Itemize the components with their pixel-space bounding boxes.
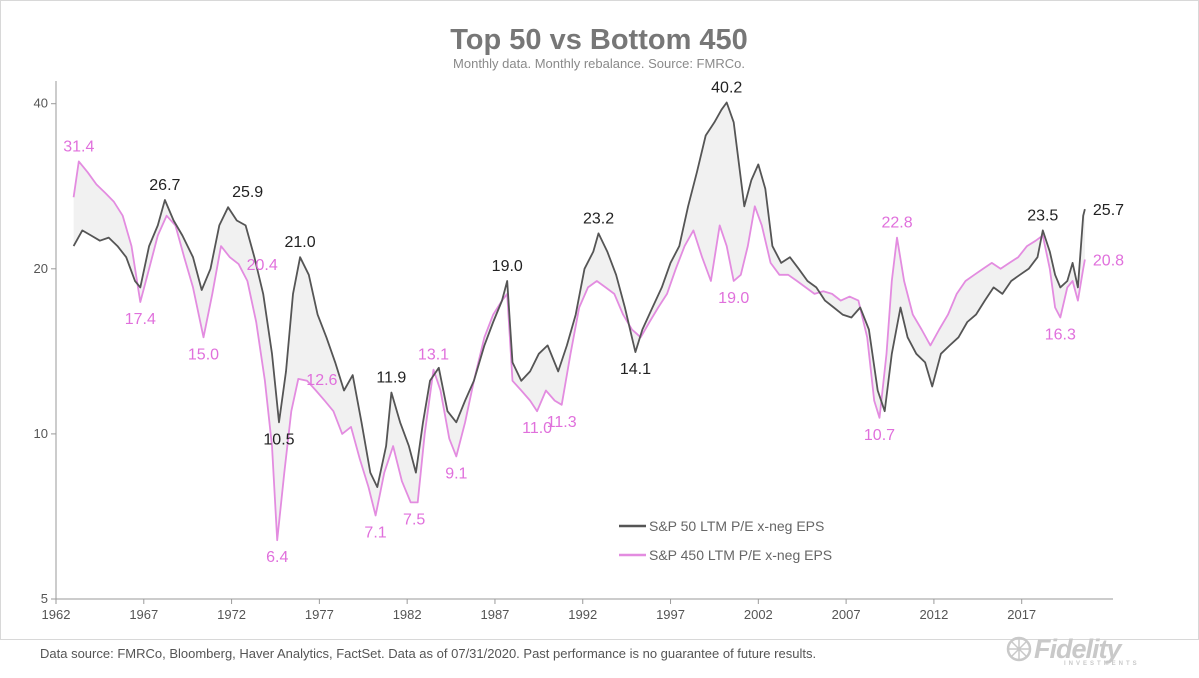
x-tick-label: 1972 — [217, 607, 246, 622]
data-label: 9.1 — [445, 465, 467, 482]
data-label: 16.3 — [1045, 327, 1076, 344]
data-label: 11.9 — [376, 369, 406, 386]
axes: 5 10 20 40 1962 1967 1972 1977 1982 1987 1992 1997 2… — [34, 81, 1113, 622]
y-tick-label: 5 — [41, 591, 48, 606]
y-tick-label: 10 — [34, 426, 48, 441]
logo-wordmark: Fidelity — [1034, 634, 1122, 664]
fidelity-logo: Fidelity INVESTMENTS — [1004, 632, 1174, 670]
data-label: 15.0 — [188, 346, 219, 363]
fidelity-globe-icon — [1006, 636, 1032, 662]
data-label: 13.1 — [418, 347, 449, 364]
legend: S&P 50 LTM P/E x-neg EPS S&P 450 LTM P/E … — [619, 518, 832, 563]
chart-frame: Top 50 vs Bottom 450 Monthly data. Month… — [0, 0, 1199, 640]
data-label: 23.2 — [583, 210, 614, 227]
logo-subtext: INVESTMENTS — [1064, 661, 1140, 667]
data-label: 31.4 — [63, 138, 94, 155]
data-label: 14.1 — [620, 361, 651, 378]
x-tick-label: 2007 — [832, 607, 861, 622]
x-tick-label: 1997 — [656, 607, 685, 622]
x-tick-label: 1992 — [568, 607, 597, 622]
chart-subtitle: Monthly data. Monthly rebalance. Source:… — [453, 56, 745, 71]
y-tick-label: 40 — [34, 96, 48, 111]
data-label: 21.0 — [284, 234, 315, 251]
data-label: 20.8 — [1093, 252, 1124, 269]
spread-band — [73, 102, 1085, 541]
data-label: 25.9 — [232, 184, 263, 201]
x-tick-label: 1987 — [480, 607, 509, 622]
x-tick-label: 1977 — [305, 607, 334, 622]
series-line-sp450 — [72, 160, 1086, 542]
data-label: 22.8 — [881, 215, 912, 232]
series-lines — [72, 101, 1086, 542]
y-tick-label: 20 — [34, 261, 48, 276]
data-label: 7.1 — [364, 524, 386, 541]
data-label: 6.4 — [266, 549, 288, 566]
data-label: 40.2 — [711, 80, 742, 97]
annotation-labels: 31.4 26.7 25.9 17.4 15.0 20.4 21.0 10.5 12.6 6.4 1… — [63, 80, 1124, 567]
x-tick-label: 1967 — [129, 607, 158, 622]
x-tick-label: 2017 — [1007, 607, 1036, 622]
x-tick-label: 1982 — [393, 607, 422, 622]
data-label: 23.5 — [1027, 207, 1058, 224]
pe-chart: Top 50 vs Bottom 450 Monthly data. Month… — [34, 24, 1125, 622]
data-label: 11.0 — [522, 420, 552, 437]
data-label: 19.0 — [492, 258, 523, 275]
data-label: 26.7 — [149, 177, 180, 194]
data-label: 12.6 — [306, 372, 337, 389]
x-tick-label: 2012 — [919, 607, 948, 622]
spread-shading — [73, 102, 1085, 541]
chart-title: Top 50 vs Bottom 450 — [450, 24, 748, 56]
data-label: 17.4 — [125, 311, 156, 328]
x-tick-label: 2002 — [744, 607, 773, 622]
data-label: 19.0 — [718, 290, 749, 307]
data-label: 11.3 — [547, 414, 577, 431]
legend-label-sp50: S&P 50 LTM P/E x-neg EPS — [649, 518, 824, 534]
data-label: 20.4 — [247, 257, 278, 274]
legend-label-sp450: S&P 450 LTM P/E x-neg EPS — [649, 547, 832, 563]
data-label: 7.5 — [403, 511, 425, 528]
source-footnote: Data source: FMRCo, Bloomberg, Haver Ana… — [40, 646, 817, 661]
data-label: 25.7 — [1093, 202, 1124, 219]
series-line-sp50 — [72, 101, 1086, 489]
data-label: 10.7 — [864, 427, 895, 444]
x-tick-label: 1962 — [42, 607, 71, 622]
data-label: 10.5 — [263, 431, 294, 448]
